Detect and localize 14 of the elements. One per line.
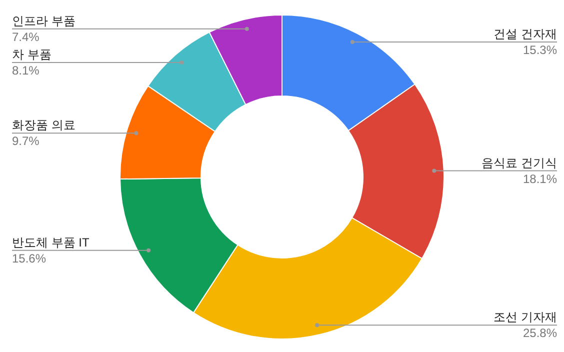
data-label: 15.3% [522, 42, 558, 57]
data-label: 7.4% [12, 30, 40, 44]
slice-label: 화장품 의료 [12, 118, 76, 132]
slice-label: 음식료 건기식 [482, 156, 557, 170]
data-label: 9.7% [12, 134, 40, 148]
slice-label: 차 부품 [12, 47, 52, 62]
data-label: 15.6% [12, 251, 46, 266]
data-label: 8.1% [12, 63, 40, 78]
data-label: 25.8% [522, 326, 558, 340]
slice-label: 반도체 부품 IT [12, 235, 90, 250]
data-label: 18.1% [522, 172, 558, 186]
slice-label: 조선 기자재 [494, 310, 557, 324]
slice-label: 인프라 부품 [12, 14, 76, 28]
slice-label: 건설 건자재 [494, 26, 557, 41]
